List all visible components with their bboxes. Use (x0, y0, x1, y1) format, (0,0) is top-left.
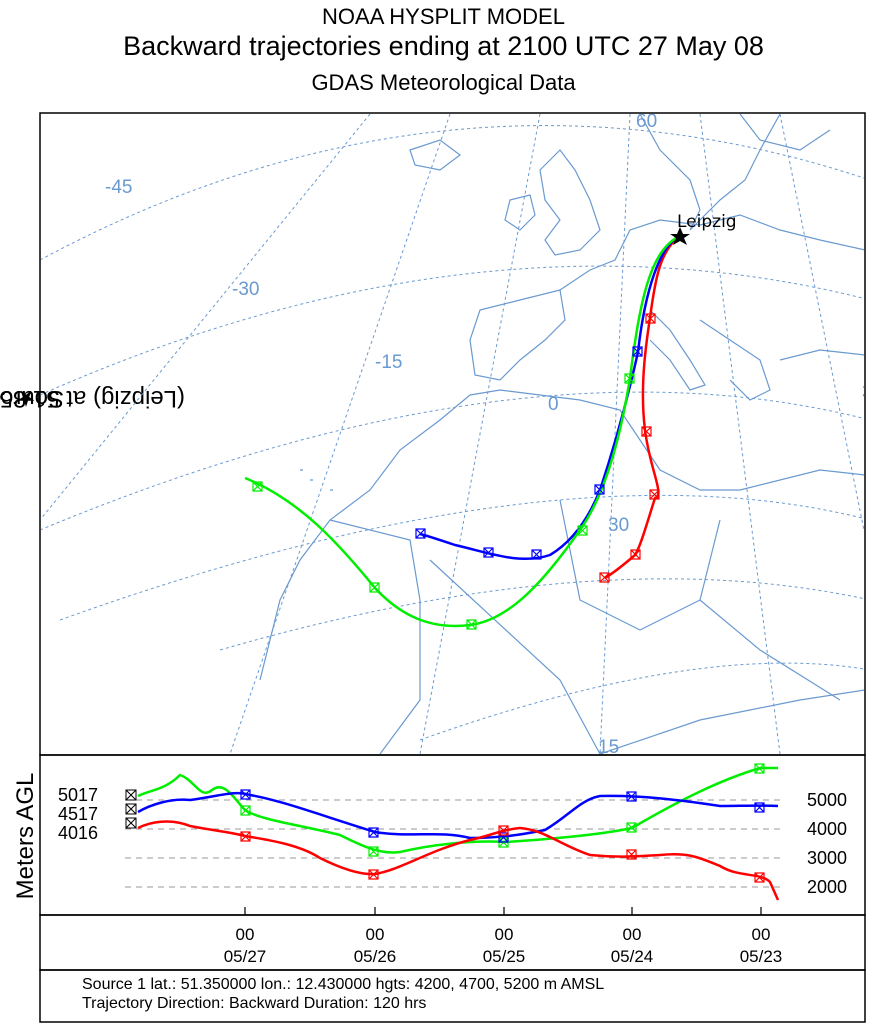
red-height-marker (498, 825, 509, 836)
time-date-label: 05/26 (354, 947, 397, 966)
time-date-label: 05/25 (483, 947, 526, 966)
time-hour-label: 00 (623, 925, 642, 944)
footer-frame (39, 969, 866, 1023)
time-ticks (244, 907, 762, 915)
height-chart: 5000 4000 3000 2000 5017 4517 4016 (58, 763, 847, 901)
start-height-label: 5017 (58, 785, 98, 805)
green-height-line (137, 766, 778, 854)
time-date-label: 05/27 (224, 947, 267, 966)
green-marker (577, 525, 588, 536)
height-tick-label: 3000 (807, 848, 847, 868)
red-marker (599, 572, 610, 583)
start-height-label: 4016 (58, 823, 98, 843)
blue-marker (415, 528, 426, 539)
green-height-marker (368, 846, 379, 857)
blue-marker (594, 484, 605, 495)
blue-height-line (137, 791, 779, 840)
graticule (41, 114, 864, 754)
model-title: NOAA HYSPLIT MODEL (322, 4, 565, 29)
source-name-label: Leipzig (677, 212, 737, 232)
red-height-marker (754, 872, 765, 883)
green-trajectory (244, 234, 681, 628)
green-marker (252, 481, 263, 492)
trajectory-info-line: Trajectory Direction: Backward Duration:… (82, 995, 427, 1012)
blue-height-marker (754, 802, 765, 813)
red-height-marker (240, 831, 251, 842)
latitude-label: 30 (608, 515, 629, 536)
meridian-label: -45 (105, 177, 132, 198)
green-marker (624, 373, 635, 384)
height-tick-label: 5000 (807, 790, 847, 810)
blue-height-marker (626, 791, 637, 802)
time-hour-label: 00 (495, 925, 514, 944)
meridian-label: 0 (548, 394, 559, 415)
trajectory-markers (252, 313, 660, 630)
time-date-label: 05/24 (611, 947, 654, 966)
blue-marker (632, 346, 643, 357)
star-icon (670, 227, 690, 245)
time-hour-label: 00 (366, 925, 385, 944)
time-hour-label: 00 (752, 925, 771, 944)
data-source-title: GDAS Meteorological Data (311, 70, 576, 95)
red-marker (649, 489, 660, 500)
map-area: -45 -30 -15 0 60 30 30 15 (41, 111, 883, 758)
meridian-label: -15 (375, 352, 402, 373)
red-height-marker (626, 849, 637, 860)
green-height-marker (626, 822, 637, 833)
trajectory-title: Backward trajectories ending at 2100 UTC… (123, 31, 764, 61)
start-height-label: 4517 (58, 804, 98, 824)
height-tick-label: 4000 (807, 819, 847, 839)
time-date-label: 05/23 (740, 947, 783, 966)
meridian-label: 30 (862, 382, 883, 403)
height-tick-label: 2000 (807, 877, 847, 897)
blue-marker (531, 549, 542, 560)
latitude-label: 15 (598, 737, 619, 758)
blue-marker (483, 547, 494, 558)
blue-height-marker (368, 827, 379, 838)
green-height-marker (754, 763, 765, 774)
graticule-labels: -45 -30 -15 0 60 30 30 15 (105, 111, 883, 758)
map-frame (39, 112, 866, 756)
green-marker (466, 619, 477, 630)
red-height-marker (368, 869, 379, 880)
trajectories (244, 234, 681, 628)
latitude-label: 60 (636, 111, 657, 132)
green-marker (369, 582, 380, 593)
source-info-line: Source 1 lat.: 51.350000 lon.: 12.430000… (82, 976, 605, 993)
meridian-label: -30 (232, 279, 259, 300)
time-hour-label: 00 (236, 925, 255, 944)
red-marker (641, 426, 652, 437)
time-labels: 00 05/27 00 05/26 00 05/25 00 05/24 00 0… (224, 925, 783, 966)
red-marker (630, 549, 641, 560)
blue-height-marker (240, 789, 251, 800)
red-height-line (137, 820, 780, 901)
start-markers (125, 789, 137, 829)
red-marker (645, 313, 656, 324)
green-height-marker (240, 805, 251, 816)
coastlines (259, 114, 864, 754)
